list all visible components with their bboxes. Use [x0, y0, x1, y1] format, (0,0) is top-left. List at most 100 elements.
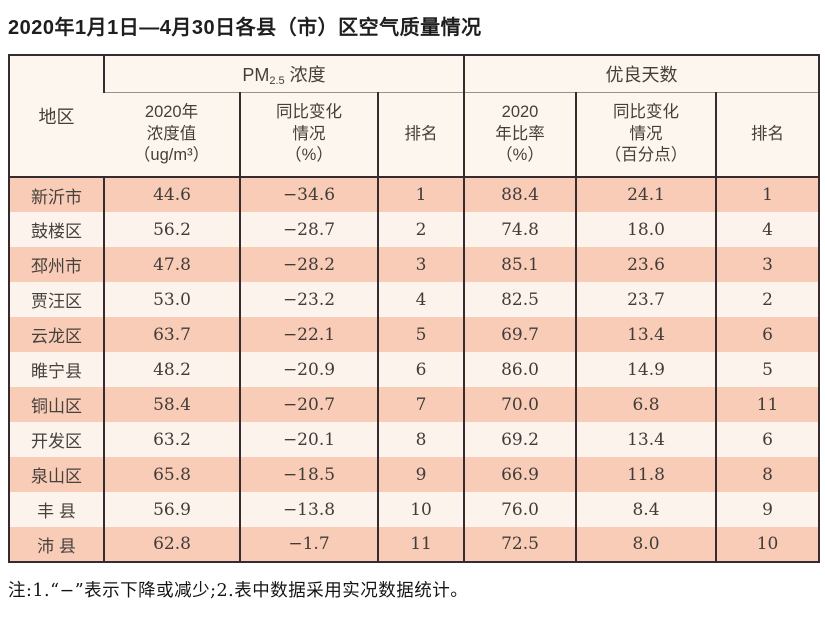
- column-header-pm-value: 2020年 浓度值 （ug/m³）: [104, 92, 240, 178]
- region-cell: 云龙区: [9, 317, 104, 352]
- pm-value-cell: 44.6: [103, 177, 240, 212]
- pm-value-cell: 63.2: [103, 422, 240, 457]
- pm-rank-cell: 2: [376, 212, 465, 247]
- region-cell: 睢宁县: [9, 352, 104, 387]
- good-rate-cell: 69.2: [463, 422, 577, 457]
- pm-value-cell: 62.8: [103, 527, 240, 562]
- good-rate-cell: 74.8: [463, 212, 577, 247]
- column-group-pm25: PM2.5 浓度: [102, 55, 465, 93]
- column-header-region: 地区: [9, 55, 104, 178]
- good-change-cell: 13.4: [575, 317, 717, 352]
- table-row: 开发区 63.2 −20.1 8 69.2 13.4 6: [9, 422, 820, 457]
- good-rank-cell: 9: [715, 492, 820, 527]
- good-rank-cell: 6: [715, 317, 820, 352]
- pm-rank-cell: 7: [376, 387, 465, 422]
- pm-rank-cell: 10: [376, 492, 465, 527]
- good-change-cell: 8.4: [575, 492, 717, 527]
- pm-value-cell: 65.8: [103, 457, 240, 492]
- table-row: 铜山区 58.4 −20.7 7 70.0 6.8 11: [9, 387, 820, 422]
- table-footnote: 注:1.“−”表示下降或减少;2.表中数据采用实况数据统计。: [8, 581, 469, 601]
- good-change-cell: 6.8: [575, 387, 717, 422]
- region-cell: 铜山区: [9, 387, 104, 422]
- table-row: 邳州市 47.8 −28.2 3 85.1 23.6 3: [9, 247, 820, 282]
- column-header-good-rate: 2020 年比率 （%）: [463, 92, 577, 178]
- good-change-cell: 23.6: [575, 247, 717, 282]
- good-rate-cell: 70.0: [463, 387, 577, 422]
- region-cell: 新沂市: [9, 177, 104, 212]
- good-rate-cell: 88.4: [463, 177, 577, 212]
- good-rank-cell: 5: [715, 352, 820, 387]
- pm-value-cell: 56.9: [103, 492, 240, 527]
- pm-change-cell: −34.6: [239, 177, 378, 212]
- table-row: 睢宁县 48.2 −20.9 6 86.0 14.9 5: [9, 352, 820, 387]
- region-cell: 沛 县: [9, 527, 104, 562]
- region-cell: 泉山区: [9, 457, 104, 492]
- good-change-cell: 24.1: [575, 177, 717, 212]
- column-header-pm-change: 同比变化 情况 （%）: [239, 92, 378, 178]
- good-change-cell: 23.7: [575, 282, 717, 317]
- good-rate-cell: 82.5: [463, 282, 577, 317]
- good-change-cell: 8.0: [575, 527, 717, 562]
- good-rate-cell: 66.9: [463, 457, 577, 492]
- table-row: 沛 县 62.8 −1.7 11 72.5 8.0 10: [9, 527, 820, 562]
- pm-rank-cell: 5: [376, 317, 465, 352]
- good-rate-cell: 86.0: [463, 352, 577, 387]
- good-change-cell: 14.9: [575, 352, 717, 387]
- pm-value-cell: 56.2: [103, 212, 240, 247]
- table-row: 丰 县 56.9 −13.8 10 76.0 8.4 9: [9, 492, 820, 527]
- page-title: 2020年1月1日—4月30日各县（市）区空气质量情况: [8, 17, 482, 39]
- pm-rank-cell: 1: [376, 177, 465, 212]
- column-header-good-change: 同比变化 情况 （百分点）: [575, 92, 717, 178]
- good-rank-cell: 1: [715, 177, 820, 212]
- region-cell: 开发区: [9, 422, 104, 457]
- region-cell: 丰 县: [9, 492, 104, 527]
- good-rate-cell: 76.0: [463, 492, 577, 527]
- pm-change-cell: −22.1: [239, 317, 378, 352]
- pm-rank-cell: 6: [376, 352, 465, 387]
- good-change-cell: 13.4: [575, 422, 717, 457]
- good-rank-cell: 4: [715, 212, 820, 247]
- region-cell: 邳州市: [9, 247, 104, 282]
- table-row: 云龙区 63.7 −22.1 5 69.7 13.4 6: [9, 317, 820, 352]
- pm-value-cell: 47.8: [103, 247, 240, 282]
- pm25-label: PM2.5 浓度: [242, 64, 326, 87]
- column-group-good-days: 优良天数: [463, 55, 820, 93]
- pm-value-cell: 63.7: [103, 317, 240, 352]
- good-rank-cell: 8: [715, 457, 820, 492]
- pm-change-cell: −20.1: [239, 422, 378, 457]
- pm-change-cell: −28.2: [239, 247, 378, 282]
- good-rank-cell: 11: [715, 387, 820, 422]
- table-header: 地区 PM2.5 浓度 优良天数 2020年 浓度值 （ug/m³） 同比变化 …: [9, 55, 820, 178]
- pm-rank-cell: 4: [376, 282, 465, 317]
- good-rate-cell: 72.5: [463, 527, 577, 562]
- table-row: 新沂市 44.6 −34.6 1 88.4 24.1 1: [9, 177, 820, 212]
- pm-value-cell: 48.2: [103, 352, 240, 387]
- good-rank-cell: 2: [715, 282, 820, 317]
- good-rank-cell: 6: [715, 422, 820, 457]
- good-rank-cell: 3: [715, 247, 820, 282]
- table-row: 鼓楼区 56.2 −28.7 2 74.8 18.0 4: [9, 212, 820, 247]
- pm-value-cell: 58.4: [103, 387, 240, 422]
- region-cell: 贾汪区: [9, 282, 104, 317]
- table-body: 新沂市 44.6 −34.6 1 88.4 24.1 1 鼓楼区 56.2 −2…: [9, 177, 820, 562]
- table-row: 贾汪区 53.0 −23.2 4 82.5 23.7 2: [9, 282, 820, 317]
- good-change-cell: 18.0: [575, 212, 717, 247]
- pm-rank-cell: 11: [376, 527, 465, 562]
- pm-change-cell: −13.8: [239, 492, 378, 527]
- pm-change-cell: −1.7: [239, 527, 378, 562]
- region-cell: 鼓楼区: [9, 212, 104, 247]
- column-header-pm-rank: 排名: [376, 92, 465, 178]
- pm-rank-cell: 9: [376, 457, 465, 492]
- table-row: 泉山区 65.8 −18.5 9 66.9 11.8 8: [9, 457, 820, 492]
- good-rate-cell: 69.7: [463, 317, 577, 352]
- pm-change-cell: −20.7: [239, 387, 378, 422]
- pm-change-cell: −20.9: [239, 352, 378, 387]
- pm-change-cell: −28.7: [239, 212, 378, 247]
- pm-change-cell: −18.5: [239, 457, 378, 492]
- good-rank-cell: 10: [715, 527, 820, 562]
- pm-rank-cell: 3: [376, 247, 465, 282]
- air-quality-table: 地区 PM2.5 浓度 优良天数 2020年 浓度值 （ug/m³） 同比变化 …: [8, 54, 821, 563]
- pm-rank-cell: 8: [376, 422, 465, 457]
- column-header-good-rank: 排名: [715, 92, 820, 178]
- good-change-cell: 11.8: [575, 457, 717, 492]
